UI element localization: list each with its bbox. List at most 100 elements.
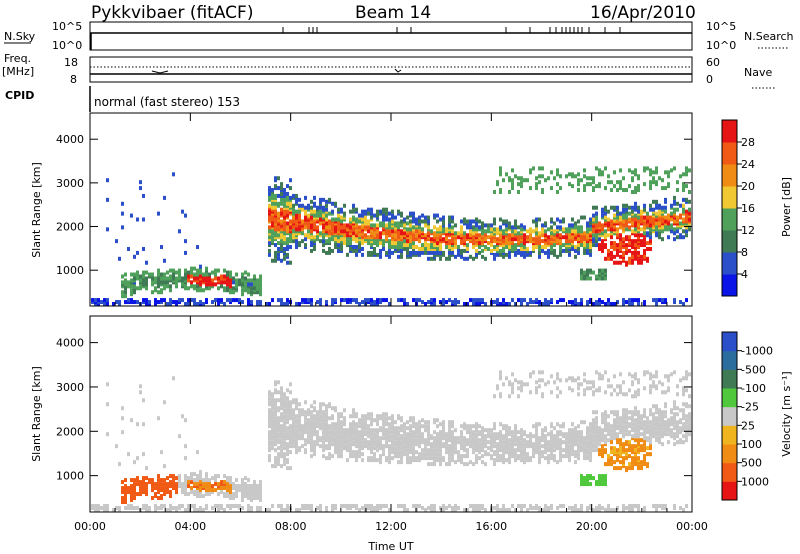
power-cell — [637, 298, 640, 303]
velocity-cell — [274, 456, 277, 461]
power-cell — [625, 188, 628, 193]
velocity-cell — [277, 416, 280, 421]
velocity-cell — [514, 508, 517, 512]
power-cell — [301, 239, 304, 244]
velocity-cell — [565, 440, 568, 445]
power-cell — [400, 248, 403, 253]
velocity-cell — [319, 402, 322, 407]
power-cell — [658, 203, 661, 208]
power-cell — [316, 225, 319, 230]
power-cell — [364, 298, 367, 303]
power-cell — [430, 298, 433, 303]
power-cell — [418, 229, 421, 234]
power-cell — [529, 298, 532, 303]
power-cell — [664, 205, 667, 210]
velocity-cell — [124, 506, 127, 511]
power-cell — [250, 282, 253, 287]
velocity-cell — [322, 410, 325, 415]
power-cell — [184, 276, 187, 281]
power-cell — [640, 239, 643, 244]
power-cell — [358, 219, 361, 224]
power-cell — [427, 300, 430, 305]
power-cell — [292, 233, 295, 238]
velocity-cell — [379, 436, 382, 441]
velocity-cell — [544, 504, 547, 509]
velocity-cell — [436, 452, 439, 457]
power-cell — [358, 302, 361, 306]
velocity-cell — [163, 464, 166, 469]
velocity-cell — [388, 430, 391, 435]
velocity-cell — [433, 436, 436, 441]
velocity-cell — [544, 508, 547, 512]
velocity-cell — [376, 438, 379, 443]
power-cell — [289, 260, 292, 265]
velocity-cell — [508, 450, 511, 455]
power-cell — [409, 211, 412, 216]
velocity-cell — [322, 418, 325, 423]
velocity-cell — [400, 454, 403, 459]
velocity-cell — [205, 488, 208, 493]
power-cell — [313, 209, 316, 214]
velocity-cell — [520, 440, 523, 445]
power-cell — [280, 201, 283, 206]
velocity-cell — [307, 434, 310, 439]
power-cell — [379, 248, 382, 253]
velocity-cell — [352, 454, 355, 459]
power-cell — [205, 282, 208, 287]
power-cell — [394, 245, 397, 250]
velocity-cell — [133, 506, 136, 511]
freq-label: Freq. — [4, 52, 31, 65]
velocity-cell — [493, 450, 496, 455]
velocity-cell — [385, 440, 388, 445]
power-cell — [121, 274, 124, 279]
velocity-cell — [139, 384, 142, 389]
velocity-cell — [145, 486, 148, 491]
cpid-label: CPID — [5, 89, 34, 102]
velocity-cell — [478, 424, 481, 429]
power-cell — [322, 239, 325, 244]
power-cell — [604, 243, 607, 248]
velocity-cell — [103, 508, 106, 512]
power-cell — [331, 223, 334, 228]
velocity-cell — [157, 482, 160, 487]
velocity-cell — [139, 390, 142, 395]
velocity-cell — [529, 372, 532, 377]
velocity-cell — [316, 416, 319, 421]
velocity-cell — [190, 472, 193, 477]
power-cell — [637, 184, 640, 189]
power-cell — [427, 231, 430, 236]
velocity-cell — [469, 424, 472, 429]
power-cell — [382, 231, 385, 236]
velocity-cell — [121, 480, 124, 485]
power-cell — [523, 250, 526, 255]
velocity-cell — [235, 504, 238, 509]
power-cell — [157, 290, 160, 295]
power-cell — [268, 191, 271, 196]
velocity-cell — [391, 424, 394, 429]
nsky-right-tick-top: 10^5 — [706, 20, 736, 33]
power-cell — [526, 178, 529, 183]
velocity-cell — [391, 434, 394, 439]
velocity-cell — [505, 376, 508, 381]
power-cell — [457, 252, 460, 257]
velocity-cell — [580, 504, 583, 509]
velocity-cell — [394, 450, 397, 455]
velocity-cell — [403, 428, 406, 433]
velocity-cell — [274, 398, 277, 403]
power-cell — [466, 233, 469, 238]
power-cell — [475, 233, 478, 238]
power-cell — [415, 221, 418, 226]
velocity-cell — [427, 420, 430, 425]
power-cell — [100, 300, 103, 305]
power-cell — [631, 239, 634, 244]
velocity-cell — [217, 492, 220, 497]
power-cell — [412, 225, 415, 230]
velocity-cell — [301, 424, 304, 429]
power-cell — [679, 233, 682, 238]
velocity-cell — [277, 380, 280, 385]
power-cell — [433, 302, 436, 306]
power-cell — [415, 237, 418, 242]
power-cell — [490, 223, 493, 228]
velocity-cell — [433, 430, 436, 435]
power-cell — [199, 264, 202, 269]
